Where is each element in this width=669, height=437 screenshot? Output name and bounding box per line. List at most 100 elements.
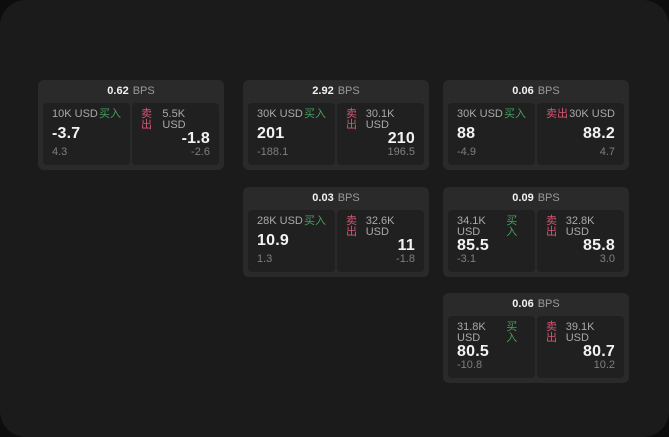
sell-tile[interactable]: 卖出 32.8K USD 85.8 3.0	[537, 210, 624, 272]
buy-notional: 30K USD	[257, 108, 303, 120]
sell-price: 80.7	[583, 343, 615, 360]
quote-card: 0.62 BPS 10K USD 买入 -3.7 4.3 卖出 5.5K USD…	[38, 80, 224, 170]
buy-side-label: 买入	[99, 108, 121, 120]
sell-side-label: 卖出	[546, 215, 557, 238]
sell-price: 88.2	[583, 124, 615, 142]
sell-notional: 32.6K USD	[365, 215, 395, 238]
sell-tile-header: 卖出 30K USD	[546, 109, 615, 120]
sell-side-label: 卖出	[546, 108, 568, 120]
sell-side-label: 卖出	[141, 108, 152, 131]
buy-tile[interactable]: 28K USD 买入 10.9 1.3	[248, 210, 335, 272]
buy-tile[interactable]: 10K USD 买入 -3.7 4.3	[43, 103, 130, 165]
sell-price: 85.8	[583, 237, 615, 254]
buy-notional: 31.8K USD	[457, 321, 486, 344]
buy-tile[interactable]: 31.8K USD 买入 80.5 -10.8	[448, 316, 535, 378]
sell-notional: 39.1K USD	[565, 321, 595, 344]
sell-side-label: 卖出	[346, 215, 357, 238]
bps-value: 2.92	[312, 85, 334, 97]
sell-price: 210	[387, 130, 415, 147]
buy-notional: 28K USD	[257, 215, 303, 227]
sell-side-label: 卖出	[346, 108, 357, 131]
bps-value: 0.09	[512, 192, 534, 204]
quote-tiles: 10K USD 买入 -3.7 4.3 卖出 5.5K USD -1.8 -2.…	[43, 103, 219, 165]
sell-price: -1.8	[181, 130, 210, 147]
card-header: 0.03 BPS	[243, 187, 429, 210]
buy-delta: 1.3	[257, 253, 273, 265]
buy-tile[interactable]: 30K USD 买入 201 -188.1	[248, 103, 335, 165]
bps-value: 0.03	[312, 192, 334, 204]
sell-tile[interactable]: 卖出 32.6K USD 11 -1.8	[337, 210, 424, 272]
sell-tile-header: 卖出 30.1K USD	[346, 109, 415, 131]
sell-side-label: 卖出	[546, 321, 557, 344]
sell-tile-header: 卖出 32.8K USD	[546, 216, 615, 238]
bps-unit-label: BPS	[337, 192, 360, 204]
sell-tile[interactable]: 卖出 39.1K USD 80.7 10.2	[537, 316, 624, 378]
sell-delta: 196.5	[387, 146, 415, 158]
card-header: 0.06 BPS	[443, 80, 629, 103]
bps-value: 0.62	[107, 85, 129, 97]
buy-delta: -188.1	[257, 146, 289, 158]
buy-tile-header: 10K USD 买入	[52, 109, 121, 120]
sell-tile[interactable]: 卖出 5.5K USD -1.8 -2.6	[132, 103, 219, 165]
quote-card: 0.06 BPS 30K USD 买入 88 -4.9 卖出 30K USD 8…	[443, 80, 629, 170]
sell-notional: 30K USD	[569, 108, 615, 120]
buy-price: 10.9	[257, 231, 289, 249]
sell-tile-header: 卖出 39.1K USD	[546, 322, 615, 344]
buy-delta: 4.3	[52, 146, 68, 158]
bps-unit-label: BPS	[337, 85, 360, 97]
quote-tiles: 30K USD 买入 201 -188.1 卖出 30.1K USD 210 1…	[248, 103, 424, 165]
sell-tile[interactable]: 卖出 30.1K USD 210 196.5	[337, 103, 424, 165]
buy-notional: 34.1K USD	[457, 215, 486, 238]
sell-notional: 5.5K USD	[162, 108, 186, 131]
buy-delta: -4.9	[457, 146, 476, 158]
sell-delta: 4.7	[599, 146, 615, 158]
card-header: 0.06 BPS	[443, 293, 629, 316]
sell-delta: 10.2	[593, 359, 615, 371]
quote-card: 0.06 BPS 31.8K USD 买入 80.5 -10.8 卖出 39.1…	[443, 293, 629, 383]
sell-notional: 32.8K USD	[565, 215, 595, 238]
quote-card: 2.92 BPS 30K USD 买入 201 -188.1 卖出 30.1K …	[243, 80, 429, 170]
bps-unit-label: BPS	[537, 85, 560, 97]
bps-value: 0.06	[512, 298, 534, 310]
buy-tile-header: 30K USD 买入	[257, 109, 326, 120]
quote-tiles: 30K USD 买入 88 -4.9 卖出 30K USD 88.2 4.7	[448, 103, 624, 165]
buy-price: 201	[257, 124, 285, 142]
buy-price: 85.5	[457, 237, 489, 254]
bps-unit-label: BPS	[132, 85, 155, 97]
buy-side-label: 买入	[304, 108, 326, 120]
sell-tile-header: 卖出 32.6K USD	[346, 216, 415, 238]
quote-card: 0.03 BPS 28K USD 买入 10.9 1.3 卖出 32.6K US…	[243, 187, 429, 277]
buy-tile-header: 34.1K USD 买入	[457, 216, 526, 238]
buy-tile-header: 31.8K USD 买入	[457, 322, 526, 344]
buy-tile-header: 30K USD 买入	[457, 109, 526, 120]
buy-notional: 30K USD	[457, 108, 503, 120]
sell-delta: -1.8	[396, 253, 415, 265]
sell-tile-header: 卖出 5.5K USD	[141, 109, 210, 131]
sell-delta: -2.6	[191, 146, 210, 158]
sell-price: 11	[397, 237, 415, 254]
buy-price: 88	[457, 124, 476, 142]
buy-tile[interactable]: 30K USD 买入 88 -4.9	[448, 103, 535, 165]
buy-tile[interactable]: 34.1K USD 买入 85.5 -3.1	[448, 210, 535, 272]
buy-side-label: 买入	[304, 215, 326, 227]
quote-card: 0.09 BPS 34.1K USD 买入 85.5 -3.1 卖出 32.8K…	[443, 187, 629, 277]
buy-side-label: 买入	[504, 108, 526, 120]
sell-delta: 3.0	[599, 253, 615, 265]
buy-tile-header: 28K USD 买入	[257, 216, 326, 227]
card-header: 0.09 BPS	[443, 187, 629, 210]
buy-delta: -3.1	[457, 253, 476, 265]
buy-notional: 10K USD	[52, 108, 98, 120]
bps-value: 0.06	[512, 85, 534, 97]
buy-price: -3.7	[52, 124, 81, 142]
buy-delta: -10.8	[457, 359, 483, 371]
quote-tiles: 28K USD 买入 10.9 1.3 卖出 32.6K USD 11 -1.8	[248, 210, 424, 272]
card-header: 0.62 BPS	[38, 80, 224, 103]
buy-price: 80.5	[457, 343, 489, 360]
bps-unit-label: BPS	[537, 298, 560, 310]
buy-side-label: 买入	[506, 215, 518, 238]
buy-side-label: 买入	[506, 321, 518, 344]
sell-tile[interactable]: 卖出 30K USD 88.2 4.7	[537, 103, 624, 165]
bps-unit-label: BPS	[537, 192, 560, 204]
card-header: 2.92 BPS	[243, 80, 429, 103]
